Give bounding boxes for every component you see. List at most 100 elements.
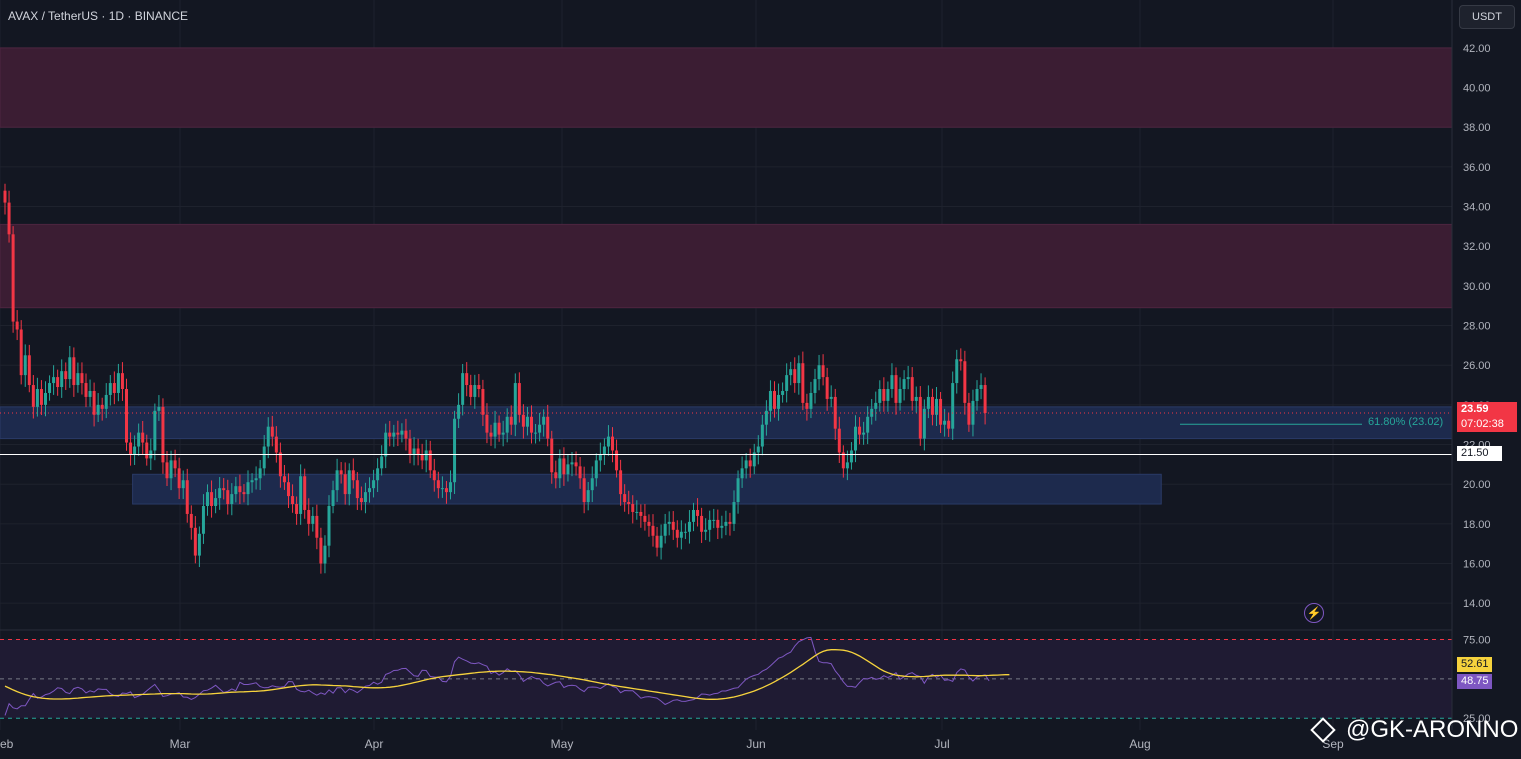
candle[interactable]: [785, 363, 789, 403]
candle[interactable]: [829, 385, 833, 408]
candle[interactable]: [197, 526, 201, 568]
candle[interactable]: [295, 496, 299, 525]
candle[interactable]: [611, 427, 614, 463]
candle[interactable]: [424, 439, 428, 473]
candle[interactable]: [773, 381, 776, 418]
rsi-panel[interactable]: [0, 636, 1452, 719]
candle[interactable]: [902, 370, 906, 401]
candle[interactable]: [833, 388, 837, 440]
candle[interactable]: [700, 507, 704, 543]
candle[interactable]: [497, 415, 501, 442]
candle[interactable]: [752, 443, 756, 475]
candle[interactable]: [210, 480, 214, 518]
candle[interactable]: [821, 354, 825, 386]
candle[interactable]: [72, 347, 76, 397]
candle[interactable]: [96, 393, 100, 422]
candle[interactable]: [64, 362, 68, 390]
candle[interactable]: [380, 445, 384, 476]
candle[interactable]: [606, 425, 610, 456]
candle[interactable]: [602, 438, 606, 465]
candle[interactable]: [546, 404, 550, 447]
candle[interactable]: [983, 377, 987, 425]
candle[interactable]: [959, 348, 963, 371]
candle[interactable]: [692, 502, 695, 532]
candle[interactable]: [56, 369, 60, 396]
candle[interactable]: [80, 362, 84, 395]
candle[interactable]: [60, 359, 64, 398]
candle[interactable]: [712, 508, 716, 529]
candle[interactable]: [562, 447, 566, 486]
candle[interactable]: [696, 498, 700, 527]
candle[interactable]: [416, 438, 420, 466]
candle[interactable]: [939, 391, 943, 434]
candle[interactable]: [299, 464, 303, 525]
candle[interactable]: [525, 406, 529, 436]
candle[interactable]: [651, 514, 655, 547]
candle[interactable]: [517, 372, 521, 423]
candle[interactable]: [222, 478, 226, 500]
candle[interactable]: [627, 490, 631, 515]
candle[interactable]: [368, 477, 371, 503]
candle[interactable]: [967, 392, 971, 432]
candle[interactable]: [100, 397, 104, 421]
candle[interactable]: [862, 421, 866, 445]
candle[interactable]: [574, 451, 578, 476]
candle[interactable]: [234, 476, 238, 503]
candle[interactable]: [145, 434, 149, 466]
candle[interactable]: [185, 468, 189, 523]
candle[interactable]: [594, 453, 598, 487]
candle[interactable]: [359, 486, 363, 511]
candle[interactable]: [258, 459, 262, 491]
candle[interactable]: [748, 448, 752, 478]
candle[interactable]: [590, 466, 594, 503]
candle[interactable]: [189, 505, 193, 540]
candle[interactable]: [582, 466, 586, 514]
candle[interactable]: [797, 355, 801, 395]
candle[interactable]: [951, 371, 955, 440]
candle[interactable]: [922, 399, 926, 451]
candle[interactable]: [521, 404, 525, 439]
candle[interactable]: [882, 377, 886, 412]
candle[interactable]: [764, 400, 768, 436]
candle[interactable]: [274, 426, 278, 463]
candle[interactable]: [327, 495, 331, 558]
candle[interactable]: [440, 476, 444, 498]
candle[interactable]: [679, 520, 683, 550]
candle[interactable]: [740, 456, 744, 488]
candle[interactable]: [319, 527, 323, 574]
candle[interactable]: [789, 361, 793, 386]
candles[interactable]: [3, 183, 987, 574]
candle[interactable]: [453, 410, 457, 494]
candle[interactable]: [910, 367, 914, 411]
candle[interactable]: [432, 458, 436, 492]
candle[interactable]: [930, 388, 934, 426]
candle[interactable]: [898, 377, 902, 411]
lightning-icon[interactable]: ⚡: [1304, 603, 1324, 623]
candle[interactable]: [534, 423, 538, 444]
candle[interactable]: [19, 320, 23, 385]
candle[interactable]: [347, 463, 351, 506]
candle[interactable]: [858, 417, 862, 445]
candle[interactable]: [777, 383, 781, 421]
candle[interactable]: [355, 472, 359, 510]
candle[interactable]: [505, 408, 509, 443]
candle[interactable]: [457, 393, 461, 428]
candle[interactable]: [343, 462, 347, 505]
candle[interactable]: [116, 363, 120, 402]
candle[interactable]: [570, 452, 574, 477]
candle[interactable]: [193, 516, 197, 564]
candle[interactable]: [878, 380, 882, 412]
candle[interactable]: [278, 442, 282, 488]
candle[interactable]: [481, 379, 485, 426]
candle[interactable]: [23, 344, 27, 387]
candle[interactable]: [384, 423, 388, 469]
candle[interactable]: [837, 416, 841, 463]
candle[interactable]: [914, 386, 918, 413]
candle[interactable]: [238, 474, 242, 505]
candle[interactable]: [181, 470, 185, 500]
candle[interactable]: [501, 420, 505, 447]
candle[interactable]: [513, 373, 517, 437]
candle[interactable]: [963, 350, 967, 415]
candle[interactable]: [76, 362, 80, 393]
